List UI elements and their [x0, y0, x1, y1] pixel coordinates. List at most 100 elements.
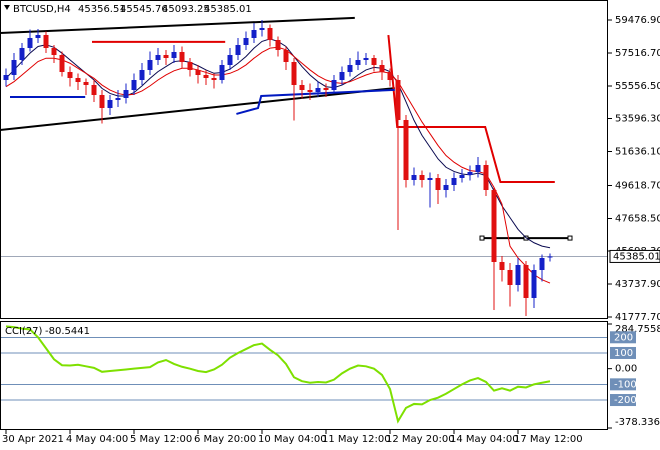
- trendline-marker: [479, 235, 485, 241]
- trendline-marker: [567, 235, 573, 241]
- candle-body: [211, 77, 217, 81]
- y-tick-label: 43737.90: [615, 279, 660, 290]
- cci-value: -80.5441: [45, 326, 90, 337]
- candle-body: [315, 88, 321, 92]
- x-tick-label: 11 May 12:00: [322, 434, 391, 445]
- trendline: [0, 87, 395, 132]
- candle-body: [499, 262, 505, 270]
- level-label-box: [610, 331, 636, 344]
- x-tick-label: 5 May 12:00: [130, 434, 192, 445]
- candle-body: [323, 88, 329, 90]
- candle-body: [75, 77, 81, 83]
- candle-body: [163, 55, 169, 59]
- price-frame: [0, 0, 608, 319]
- trendline: [236, 88, 395, 115]
- y2-tick-label: -100: [614, 379, 637, 390]
- x-tick-label: 4 May 04:00: [66, 434, 128, 445]
- candle-body: [347, 64, 353, 72]
- y-tick-label: 49618.70: [615, 180, 660, 191]
- labels: BTCUSD,H4 45356.51 45545.76 45093.25 453…: [4, 4, 252, 337]
- trendline: [387, 34, 555, 184]
- candle-body: [227, 55, 233, 65]
- candle-body: [331, 80, 337, 90]
- y2-tick-label: -200: [614, 395, 637, 406]
- x-tick-label: 17 May 12:00: [514, 434, 583, 445]
- candle-body: [419, 174, 425, 181]
- candle-body: [435, 177, 441, 190]
- candle-body: [507, 269, 513, 286]
- candle-body: [459, 174, 465, 178]
- candle-body: [179, 51, 185, 63]
- level-label-box: [610, 346, 636, 359]
- x-tick-label: 12 May 20:00: [386, 434, 455, 445]
- candle-body: [403, 119, 409, 181]
- candle-body: [523, 264, 529, 298]
- candle-body: [307, 89, 313, 92]
- candle-body: [339, 71, 345, 81]
- symbol-icon: [4, 5, 10, 10]
- candle-body: [19, 47, 25, 61]
- candle-body: [379, 64, 385, 72]
- y-tick-label: 53596.30: [615, 114, 660, 125]
- candle-body: [91, 85, 97, 95]
- y-tick-label: 59476.90: [615, 15, 660, 26]
- candle-body: [467, 171, 473, 175]
- candle-body: [491, 189, 497, 263]
- current-price-box: [609, 249, 660, 263]
- candle-body: [267, 27, 273, 40]
- candle-body: [363, 58, 369, 61]
- candle-body: [395, 80, 401, 120]
- candle-body: [251, 30, 257, 39]
- candle-body: [299, 85, 305, 90]
- candle-body: [171, 51, 177, 59]
- candle-body: [187, 62, 193, 70]
- cci-frame: [0, 321, 608, 430]
- y2-tick-label: 200: [614, 332, 633, 343]
- y-tick-label: 47658.50: [615, 213, 660, 224]
- candle-body: [59, 55, 65, 72]
- y2-tick-label: 0.00: [615, 364, 637, 375]
- candle-body: [51, 47, 57, 56]
- candle-body: [539, 257, 545, 270]
- candle-body: [115, 97, 121, 100]
- candle-body: [99, 94, 105, 109]
- candle-body: [531, 269, 537, 298]
- header-open: 45356.51: [78, 4, 126, 15]
- candle-body: [219, 64, 225, 81]
- candle-body: [283, 49, 289, 63]
- candle-body: [475, 164, 481, 172]
- x-tick-label: 14 May 04:00: [450, 434, 519, 445]
- candle-body: [243, 38, 249, 45]
- candle-body: [515, 264, 521, 286]
- candle-body: [443, 185, 449, 190]
- symbol: BTCUSD,H4: [13, 4, 71, 15]
- candle-body: [259, 27, 265, 31]
- candle-body: [131, 80, 137, 90]
- candle-body: [483, 164, 489, 190]
- header-close: 45385.01: [204, 4, 252, 15]
- candle-body: [411, 174, 417, 181]
- y2-tick-label: -378.3363: [615, 417, 660, 428]
- candle-body: [27, 38, 33, 48]
- candle-body: [203, 74, 209, 78]
- x-tick-label: 10 May 04:00: [258, 434, 327, 445]
- level-label-box: [610, 378, 636, 391]
- candle-body: [35, 35, 41, 39]
- y-tick-label: 57516.70: [615, 48, 660, 59]
- header-high: 45545.76: [120, 4, 168, 15]
- candle-body: [235, 44, 241, 56]
- candle-body: [275, 39, 281, 50]
- candle-body: [355, 60, 361, 65]
- candle-body: [3, 74, 9, 81]
- candle-body: [427, 177, 433, 181]
- candle-body: [387, 71, 393, 81]
- candle-body: [147, 60, 153, 70]
- x-tick-label: 6 May 20:00: [194, 434, 256, 445]
- candle-body: [547, 256, 553, 258]
- candle-body: [139, 69, 145, 81]
- cci-line: [5, 325, 551, 424]
- header-low: 45093.25: [162, 4, 210, 15]
